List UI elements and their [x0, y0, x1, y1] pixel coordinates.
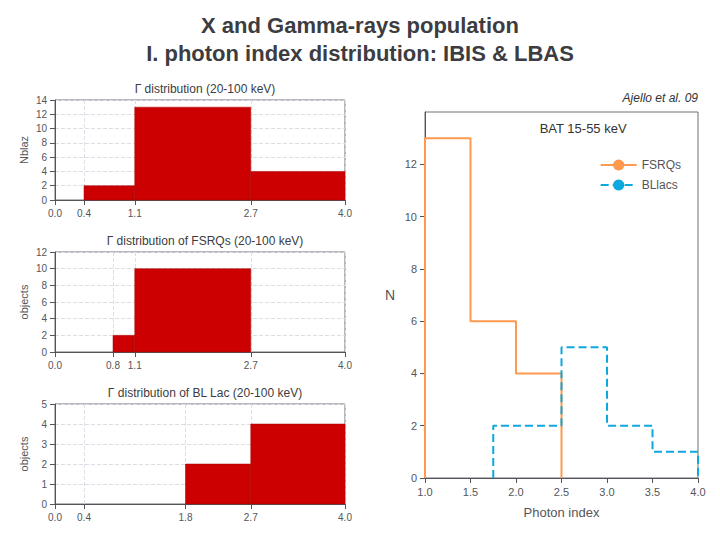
svg-text:0.0: 0.0 [48, 208, 62, 219]
svg-text:4.0: 4.0 [690, 486, 705, 498]
svg-text:1.5: 1.5 [463, 486, 478, 498]
svg-text:0.4: 0.4 [77, 512, 91, 523]
svg-text:0: 0 [411, 472, 417, 484]
svg-text:0.0: 0.0 [48, 512, 62, 523]
svg-text:10: 10 [405, 211, 417, 223]
svg-text:1.8: 1.8 [179, 512, 193, 523]
svg-text:2.0: 2.0 [508, 486, 523, 498]
svg-text:12: 12 [36, 109, 48, 120]
svg-text:BLlacs: BLlacs [642, 178, 678, 192]
svg-text:2: 2 [41, 330, 47, 341]
svg-text:Ajello et al. 09: Ajello et al. 09 [622, 91, 699, 105]
svg-text:Γ distribution (20-100 keV): Γ distribution (20-100 keV) [135, 82, 276, 96]
svg-text:2.7: 2.7 [244, 360, 258, 371]
svg-text:2: 2 [41, 180, 47, 191]
svg-text:8: 8 [411, 263, 417, 275]
svg-text:4: 4 [411, 367, 417, 379]
svg-text:objects: objects [18, 284, 30, 319]
svg-text:Γ distribution of FSRQs (20-10: Γ distribution of FSRQs (20-100 keV) [107, 234, 304, 248]
svg-text:Γ distribution of BL Lac (20-1: Γ distribution of BL Lac (20-100 keV) [108, 386, 302, 400]
svg-text:0.8: 0.8 [106, 360, 120, 371]
svg-text:4: 4 [41, 166, 47, 177]
svg-text:8: 8 [41, 137, 47, 148]
svg-text:FSRQs: FSRQs [642, 158, 681, 172]
svg-text:4.0: 4.0 [338, 208, 352, 219]
svg-text:8: 8 [41, 280, 47, 291]
svg-text:2.7: 2.7 [244, 512, 258, 523]
svg-text:I. photon index distribution:: I. photon index distribution: IBIS & LBA… [146, 41, 574, 66]
svg-text:4: 4 [41, 313, 47, 324]
svg-text:4.0: 4.0 [338, 360, 352, 371]
svg-text:1.1: 1.1 [128, 360, 142, 371]
svg-text:4: 4 [41, 419, 47, 430]
svg-text:3: 3 [41, 439, 47, 450]
svg-text:X and Gamma-rays population: X and Gamma-rays population [201, 13, 519, 38]
svg-text:4.0: 4.0 [338, 512, 352, 523]
svg-text:0.4: 0.4 [77, 208, 91, 219]
svg-text:1.1: 1.1 [128, 208, 142, 219]
svg-text:1: 1 [41, 479, 47, 490]
svg-text:objects: objects [18, 436, 30, 471]
svg-text:10: 10 [36, 263, 48, 274]
svg-text:12: 12 [36, 247, 48, 258]
svg-text:3.5: 3.5 [645, 486, 660, 498]
svg-text:6: 6 [41, 152, 47, 163]
svg-text:10: 10 [36, 123, 48, 134]
svg-text:1.0: 1.0 [417, 486, 432, 498]
svg-text:5: 5 [41, 399, 47, 410]
svg-text:2.7: 2.7 [244, 208, 258, 219]
svg-text:6: 6 [411, 315, 417, 327]
svg-text:2: 2 [41, 459, 47, 470]
svg-text:Nblaz: Nblaz [18, 136, 30, 164]
svg-text:6: 6 [41, 297, 47, 308]
svg-text:0.0: 0.0 [48, 360, 62, 371]
svg-text:Photon index: Photon index [524, 505, 600, 520]
svg-text:BAT 15-55 keV: BAT 15-55 keV [540, 121, 627, 136]
svg-text:14: 14 [36, 95, 48, 106]
svg-text:2: 2 [411, 420, 417, 432]
svg-text:N: N [385, 287, 395, 303]
svg-text:2.5: 2.5 [554, 486, 569, 498]
svg-text:0: 0 [41, 347, 47, 358]
svg-text:12: 12 [405, 158, 417, 170]
svg-text:3.0: 3.0 [599, 486, 614, 498]
svg-text:0: 0 [41, 195, 47, 206]
svg-text:0: 0 [41, 499, 47, 510]
